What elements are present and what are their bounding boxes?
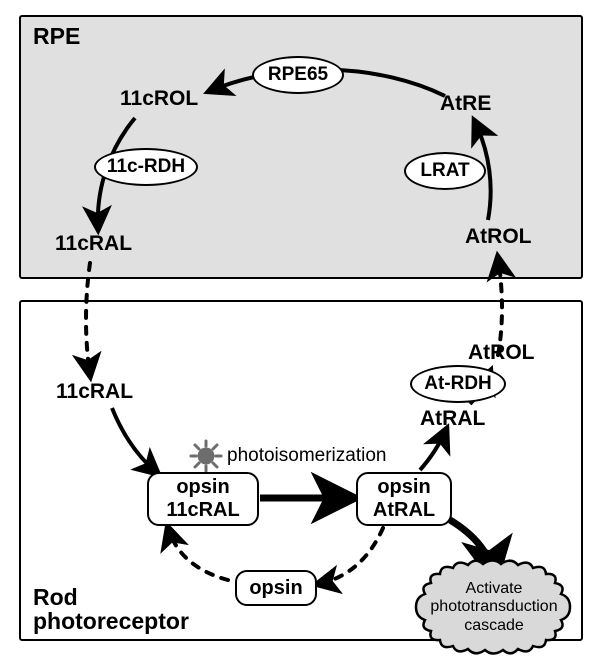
diagram-svg [0,0,600,662]
cascade-l2: phototransduction [424,598,564,616]
rod-title-l2: photoreceptor [33,608,189,635]
rod-title-l1: Rod [33,584,78,611]
mol-11cRAL-rod: 11cRAL [56,380,133,404]
cascade-l3: cascade [424,617,564,635]
photo-label: photoisomerization [227,445,386,467]
node-opsin-AtRAL: opsin AtRAL [356,472,452,526]
node-opsin-11cRAL-l2: 11cRAL [166,499,239,522]
mol-AtROL-rod: AtROL [468,341,535,365]
enz-LRAT: LRAT [404,152,486,190]
cascade-text: Activate phototransduction cascade [424,580,564,635]
mol-AtROL-rpe: AtROL [465,225,532,249]
node-opsin-11cRAL-l1: opsin [176,476,229,499]
node-opsin-AtRAL-l2: AtRAL [373,499,435,522]
cascade-l1: Activate [424,580,564,598]
node-opsin: opsin [235,570,317,606]
mol-11cROL: 11cROL [120,87,198,111]
mol-AtRE: AtRE [440,92,491,116]
mol-AtRAL-rod: AtRAL [420,407,485,431]
node-opsin-AtRAL-l1: opsin [377,476,430,499]
enz-AtRDH: At-RDH [410,365,506,403]
enz-RPE65: RPE65 [252,56,344,94]
mol-11cRAL-rpe: 11cRAL [55,232,132,256]
node-opsin-11cRAL: opsin 11cRAL [147,472,259,526]
rpe-title: RPE [33,23,80,50]
enz-11cRDH: 11c-RDH [94,148,198,186]
